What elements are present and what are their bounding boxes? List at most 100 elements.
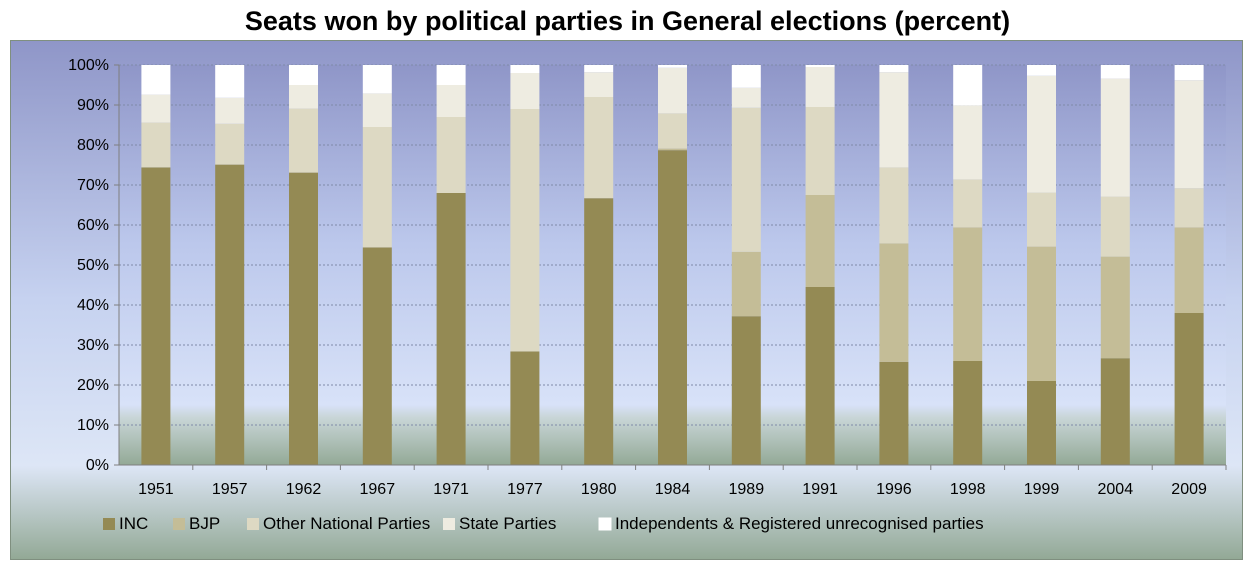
bar-segment (289, 108, 318, 173)
bar-segment (879, 65, 909, 73)
bar-segment (731, 107, 761, 252)
bar-segment (362, 93, 392, 127)
x-tick-label: 1962 (286, 481, 322, 498)
bar-segment (879, 167, 909, 244)
bar-segment (879, 243, 909, 362)
bar-segment (1174, 227, 1204, 313)
bar-segment (1027, 65, 1056, 76)
legend-swatch (443, 518, 455, 530)
bar-segment (1100, 78, 1130, 197)
y-tick-label: 30% (77, 337, 109, 354)
bar-segment (510, 351, 540, 465)
bar-segment (436, 117, 466, 193)
bar-segment (953, 179, 983, 228)
bar-segment (215, 164, 245, 465)
bar-segment (1027, 192, 1056, 247)
legend-label: Independents & Registered unrecognised p… (615, 514, 984, 533)
y-tick-label: 40% (77, 297, 109, 314)
y-tick-label: 50% (77, 257, 109, 274)
legend-label: Other National Parties (263, 514, 430, 533)
bar-segment (1027, 381, 1056, 465)
bar-segment (953, 105, 983, 180)
bar-segment (805, 195, 835, 287)
bar-segment (584, 72, 614, 97)
y-tick-label: 80% (77, 137, 109, 154)
bar-segment (1100, 358, 1130, 465)
x-tick-label: 1980 (581, 481, 617, 498)
axes: 0% 10% 20% 30% 40% 50% 60% 70% 80% 90% 100% 1951 195… (68, 57, 1227, 498)
x-tick-label: 2009 (1171, 481, 1207, 498)
stacked-bar-chart: 0% 10% 20% 30% 40% 50% 60% 70% 80% 90% 100% 1951 195… (11, 41, 1242, 559)
bar-segment (1027, 75, 1056, 193)
bar-segment (362, 247, 392, 465)
bar-segment (953, 361, 983, 465)
legend-label: INC (119, 514, 148, 533)
bar-segment (436, 193, 466, 465)
bar-segment (584, 65, 614, 73)
bar-segment (436, 65, 466, 85)
bar-segment (584, 198, 614, 465)
bar-segment (1100, 196, 1130, 257)
bar-segment (805, 287, 835, 465)
bar-segment (953, 227, 983, 361)
bar-segment (289, 65, 318, 85)
bar-segment (1174, 65, 1204, 81)
bar-segment (953, 65, 983, 106)
bar-segment (289, 85, 318, 109)
bar-segment (141, 167, 171, 465)
bar-segment (1027, 246, 1056, 381)
x-tick-label: 1951 (138, 481, 174, 498)
bar-segment (731, 87, 761, 108)
legend-swatch (598, 517, 612, 531)
bar-segment (1174, 188, 1204, 228)
bar-segment (658, 113, 687, 149)
bar-segment (1174, 313, 1204, 465)
bar-segment (658, 148, 687, 151)
bar-segment (141, 65, 171, 95)
x-tick-label: 1957 (212, 481, 248, 498)
legend-label: State Parties (459, 514, 556, 533)
x-tick-label: 1989 (729, 481, 765, 498)
bar-segment (658, 150, 687, 465)
bar-segment (879, 72, 909, 168)
bar-segment (879, 361, 909, 465)
y-tick-label: 10% (77, 417, 109, 434)
y-tick-label: 90% (77, 97, 109, 114)
y-tick-label: 0% (86, 457, 109, 474)
x-tick-label: 1971 (433, 481, 469, 498)
bar-segment (731, 251, 761, 317)
y-tick-label: 60% (77, 217, 109, 234)
bar-segment (805, 67, 835, 107)
bar-segment (1100, 65, 1130, 79)
chart-area: 0% 10% 20% 30% 40% 50% 60% 70% 80% 90% 100% 1951 195… (10, 40, 1243, 560)
x-tick-label: 1998 (950, 481, 986, 498)
bar-segment (805, 107, 835, 195)
chart-title: Seats won by political parties in Genera… (244, 6, 1011, 36)
legend-swatch (173, 518, 185, 530)
bar-segment (289, 172, 318, 465)
y-tick-label: 70% (77, 177, 109, 194)
bar-segment (658, 67, 687, 114)
legend-label: BJP (189, 514, 220, 533)
x-tick-label: 2004 (1098, 481, 1134, 498)
bar-segment (731, 316, 761, 465)
bar-segment (658, 65, 687, 68)
bar-segment (362, 65, 392, 94)
x-tick-label: 1999 (1024, 481, 1060, 498)
x-tick-label: 1984 (655, 481, 691, 498)
bar-segment (436, 85, 466, 117)
bar-segment (362, 127, 392, 248)
bar-segment (510, 73, 540, 109)
x-tick-label: 1991 (802, 481, 838, 498)
bar-segment (584, 97, 614, 199)
bar-segment (215, 123, 245, 165)
bar-segment (215, 65, 245, 98)
bar-segment (141, 122, 171, 168)
x-tick-label: 1977 (507, 481, 543, 498)
bar-segment (141, 94, 171, 123)
legend: INC BJP Other National Parties State Partie… (103, 514, 984, 533)
x-tick-label: 1967 (360, 481, 396, 498)
y-tick-label: 100% (68, 57, 109, 74)
x-tick-label: 1996 (876, 481, 912, 498)
bar-segment (215, 97, 245, 124)
